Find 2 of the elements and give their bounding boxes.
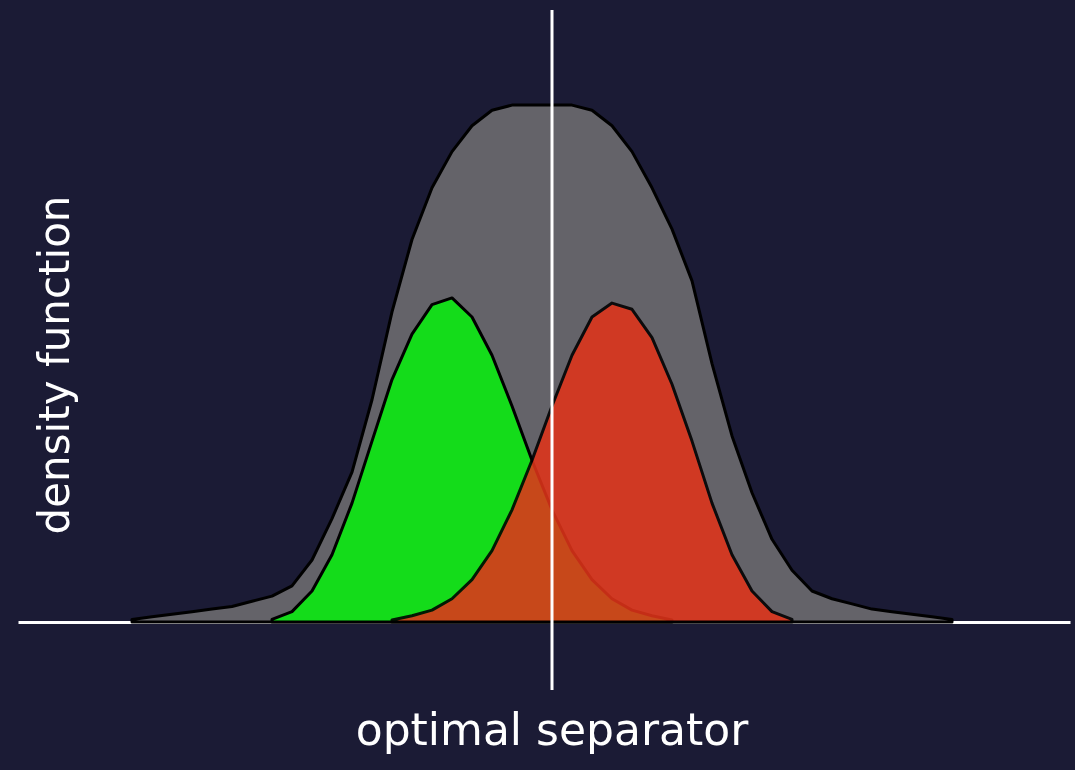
y-axis-title: density function — [30, 195, 79, 535]
text: optimal separator — [355, 704, 749, 755]
